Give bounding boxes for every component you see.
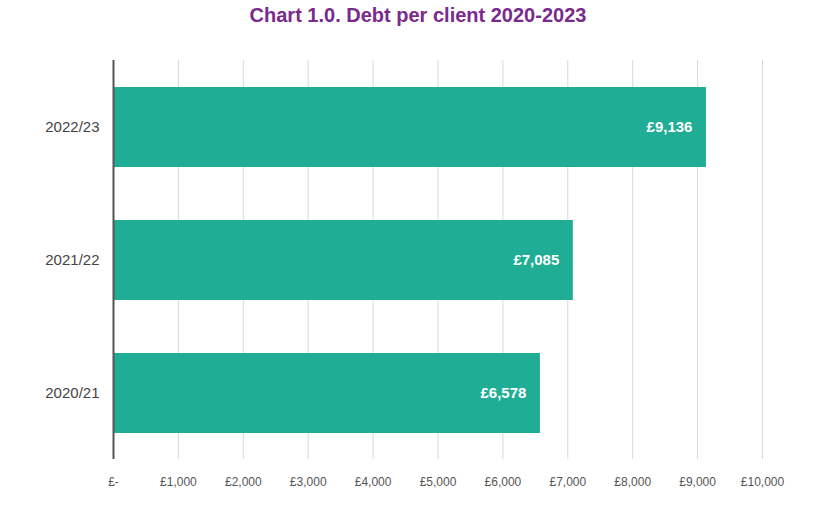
svg-text:£4,000: £4,000 — [355, 475, 392, 489]
svg-text:£8,000: £8,000 — [614, 475, 651, 489]
svg-text:£5,000: £5,000 — [420, 475, 457, 489]
html-text:Chart 1.0. Debt per client 202: Chart 1.0. Debt per client 2020-2023 — [249, 4, 587, 26]
svg-text:£6,578: £6,578 — [481, 384, 527, 401]
svg-text:£10,000: £10,000 — [741, 475, 785, 489]
svg-text:£7,085: £7,085 — [513, 251, 559, 268]
svg-text:£-: £- — [108, 475, 119, 489]
svg-text:£6,000: £6,000 — [485, 475, 522, 489]
svg-text:2022/23: 2022/23 — [45, 118, 99, 135]
svg-text:£1,000: £1,000 — [160, 475, 197, 489]
svg-text:£9,000: £9,000 — [679, 475, 716, 489]
svg-text:£7,000: £7,000 — [549, 475, 586, 489]
svg-text:2021/22: 2021/22 — [45, 251, 99, 268]
svg-text:£2,000: £2,000 — [225, 475, 262, 489]
svg-text:2020/21: 2020/21 — [45, 384, 99, 401]
svg-text:£9,136: £9,136 — [647, 118, 693, 135]
svg-text:£3,000: £3,000 — [290, 475, 327, 489]
